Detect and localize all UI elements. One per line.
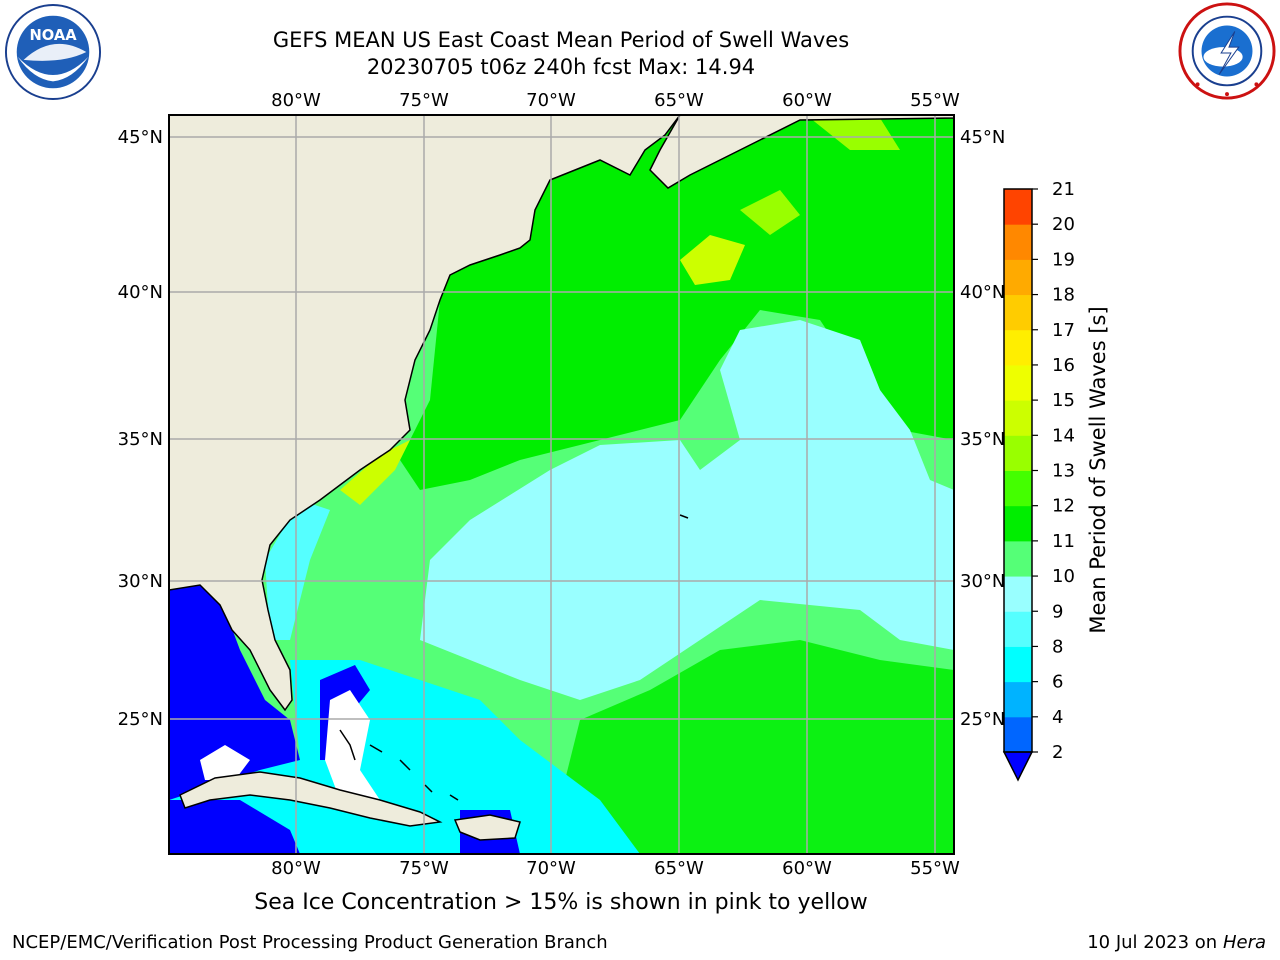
lat-label-left: 45°N bbox=[118, 127, 163, 148]
colorbar-tick-label: 9 bbox=[1052, 601, 1063, 622]
national-weather-service-logo bbox=[1178, 2, 1276, 100]
colorbar-tick-label: 17 bbox=[1052, 320, 1075, 341]
chart-title: GEFS MEAN US East Coast Mean Period of S… bbox=[272, 28, 850, 52]
lon-label-top: 70°W bbox=[526, 90, 576, 111]
noaa-logo-text: NOAA bbox=[29, 27, 77, 44]
lon-label-top: 65°W bbox=[654, 90, 704, 111]
colorbar-segment bbox=[1004, 505, 1032, 542]
colorbar-segment bbox=[1004, 259, 1032, 296]
lat-label-right: 30°N bbox=[960, 571, 1005, 592]
bahamas-no-data bbox=[325, 690, 380, 800]
swell-north-patch bbox=[810, 118, 900, 150]
lon-label-bottom: 65°W bbox=[654, 858, 704, 879]
cuba-land bbox=[179, 771, 443, 827]
hispaniola-land bbox=[453, 814, 521, 841]
lat-label-right: 35°N bbox=[960, 429, 1005, 450]
lon-label-top: 60°W bbox=[782, 90, 832, 111]
lat-labels-left: 45°N 40°N 35°N 30°N 25°N bbox=[118, 127, 163, 730]
colorbar-segment bbox=[1004, 470, 1032, 507]
gulf-blue-region bbox=[169, 585, 300, 800]
lat-label-right: 40°N bbox=[960, 282, 1005, 303]
lat-label-left: 35°N bbox=[118, 429, 163, 450]
colorbar-ticks: 2 4 6 8 9 10 11 12 13 14 15 16 17 18 19 20 21 bbox=[1032, 179, 1075, 763]
lon-label-bottom: 55°W bbox=[910, 858, 960, 879]
lat-label-right: 25°N bbox=[960, 709, 1005, 730]
maritimes-land bbox=[649, 115, 954, 189]
machine-name: Hera bbox=[1222, 932, 1266, 953]
bahamas-islands bbox=[339, 514, 689, 801]
colorbar-extend-triangle bbox=[1002, 751, 1034, 782]
lon-label-bottom: 70°W bbox=[526, 858, 576, 879]
colorbar-segment bbox=[1004, 224, 1032, 260]
colorbar-segment bbox=[1004, 294, 1032, 331]
colorbar-tick-label: 4 bbox=[1052, 707, 1063, 728]
colorbar-label: Mean Period of Swell Waves [s] bbox=[1086, 306, 1110, 633]
swell-yellow-patch bbox=[680, 235, 745, 285]
swell-cyan-coastal bbox=[265, 500, 330, 640]
colorbar-tick-label: 8 bbox=[1052, 636, 1063, 657]
colorbar-tick-label: 11 bbox=[1052, 531, 1075, 552]
noaa-logo: NOAA bbox=[4, 3, 102, 101]
map-plot-area bbox=[169, 115, 954, 854]
lat-label-left: 40°N bbox=[118, 282, 163, 303]
colorbar-segment bbox=[1004, 646, 1032, 683]
colorbar-tick-label: 13 bbox=[1052, 461, 1075, 482]
colorbar-segment bbox=[1004, 611, 1032, 647]
map-frame bbox=[168, 114, 955, 855]
lon-label-bottom: 80°W bbox=[271, 858, 321, 879]
lon-label-top: 75°W bbox=[399, 90, 449, 111]
colorbar-segment bbox=[1004, 400, 1032, 436]
colorbar-segment bbox=[1004, 540, 1032, 577]
colorbar-tick-label: 15 bbox=[1052, 390, 1075, 411]
run-date: 10 Jul 2023 on Hera bbox=[1087, 932, 1266, 953]
colorbar-tick-label: 6 bbox=[1052, 672, 1063, 693]
colorbar-tick-label: 2 bbox=[1052, 742, 1063, 763]
colorbar-segment bbox=[1004, 364, 1032, 401]
lon-labels-bottom: 80°W 75°W 70°W 65°W 60°W 55°W bbox=[271, 858, 960, 879]
colorbar-tick-label: 14 bbox=[1052, 425, 1075, 446]
colorbar-tick-label: 19 bbox=[1052, 249, 1075, 270]
run-date-text: 10 Jul 2023 on bbox=[1087, 932, 1218, 953]
colorbar-segment bbox=[1004, 681, 1032, 718]
colorbar-segment bbox=[1004, 435, 1032, 471]
lat-label-left: 30°N bbox=[118, 571, 163, 592]
lon-labels-top: 80°W 75°W 70°W 65°W 60°W 55°W bbox=[271, 90, 960, 111]
swell-cyan-region bbox=[169, 660, 640, 854]
gulf-no-data bbox=[200, 745, 250, 780]
colorbar-segment bbox=[1004, 716, 1032, 753]
lat-label-right: 45°N bbox=[960, 127, 1005, 148]
swell-green-south-region bbox=[560, 640, 954, 854]
swell-light-cyan-region bbox=[420, 320, 954, 700]
chart-subtitle: 20230705 t06z 240h fcst Max: 14.94 bbox=[366, 55, 756, 79]
colorbar-segment bbox=[1004, 189, 1032, 225]
graticule bbox=[169, 115, 954, 854]
colorbar-segment bbox=[1004, 329, 1032, 366]
colorbar: 2 4 6 8 9 10 11 12 13 14 15 16 17 18 19 20 21 Mean Perio… bbox=[1002, 179, 1110, 782]
swell-yellow-green-patch bbox=[740, 190, 800, 235]
swell-coastal-yellow-patch bbox=[340, 440, 410, 505]
colorbar-tick-label: 12 bbox=[1052, 496, 1075, 517]
colorbar-tick-label: 16 bbox=[1052, 355, 1075, 376]
colorbar-segment bbox=[1004, 576, 1032, 612]
colorbar-tick-label: 10 bbox=[1052, 566, 1075, 587]
lon-label-top: 55°W bbox=[910, 90, 960, 111]
colorbar-tick-label: 20 bbox=[1052, 214, 1075, 235]
lon-label-top: 80°W bbox=[271, 90, 321, 111]
caribbean-blue-region bbox=[169, 800, 300, 854]
credit-text: NCEP/EMC/Verification Post Processing Pr… bbox=[12, 932, 608, 953]
sea-ice-note: Sea Ice Concentration > 15% is shown in … bbox=[254, 890, 868, 915]
lat-labels-right: 45°N 40°N 35°N 30°N 25°N bbox=[960, 127, 1005, 730]
colorbar-segments bbox=[1004, 189, 1032, 753]
lat-label-left: 25°N bbox=[118, 709, 163, 730]
swell-green-region bbox=[400, 115, 954, 490]
colorbar-tick-label: 21 bbox=[1052, 179, 1075, 200]
lon-label-bottom: 75°W bbox=[399, 858, 449, 879]
colorbar-tick-label: 18 bbox=[1052, 285, 1075, 306]
lon-label-bottom: 60°W bbox=[782, 858, 832, 879]
